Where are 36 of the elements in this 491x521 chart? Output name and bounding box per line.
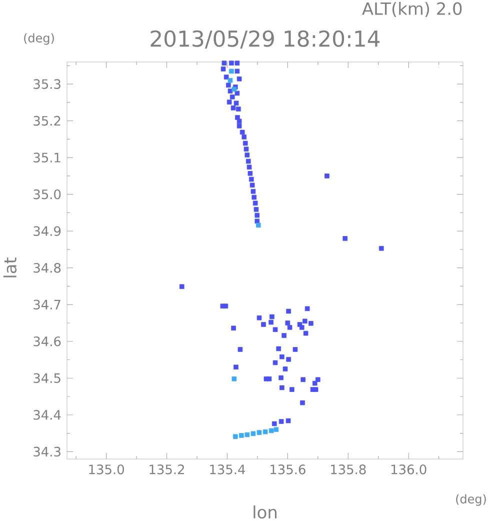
x-tick-label: 136.0 [391,464,426,474]
point [256,222,261,228]
y-tick-label: 34.7 [34,300,60,310]
y-axis-title: lat [3,258,17,278]
text: (deg) [24,33,54,45]
y-tick-label: 34.4 [34,410,61,420]
y-tick-label: 34.9 [34,226,61,236]
x-tick-label: 135.8 [331,464,366,474]
point [229,68,234,74]
y-tick-label: 34.3 [34,446,60,457]
point [244,432,250,438]
x-tick-label: 135.6 [270,464,306,474]
y-tick-label: 35.1 [34,152,60,162]
x-tick-label: 135.2 [150,464,184,474]
point [262,429,268,434]
y-tick-label: 34.6 [34,336,61,346]
point [268,428,274,434]
point [239,433,244,438]
y-tick-label: 35.3 [34,79,60,89]
point [232,434,238,439]
y-tick-label: 35.2 [34,116,60,126]
point [232,376,237,382]
x-axis-title: lon [254,505,276,519]
chart-title: 2013/05/29 18:20:14 [150,30,380,49]
x-tick-label: 135.4 [210,464,246,474]
x-tick-label: 135.0 [89,464,124,474]
y-tick-label: 35.0 [34,189,61,200]
point [274,427,279,432]
point [250,431,256,436]
point [232,86,237,92]
y-tick-label: 34.8 [34,262,61,273]
text: (deg) [456,494,486,506]
point [228,78,233,83]
y-tick-label: 34.5 [34,373,60,384]
point [256,430,262,435]
chart-subtitle: ALT(km) 2.0 [362,2,462,18]
